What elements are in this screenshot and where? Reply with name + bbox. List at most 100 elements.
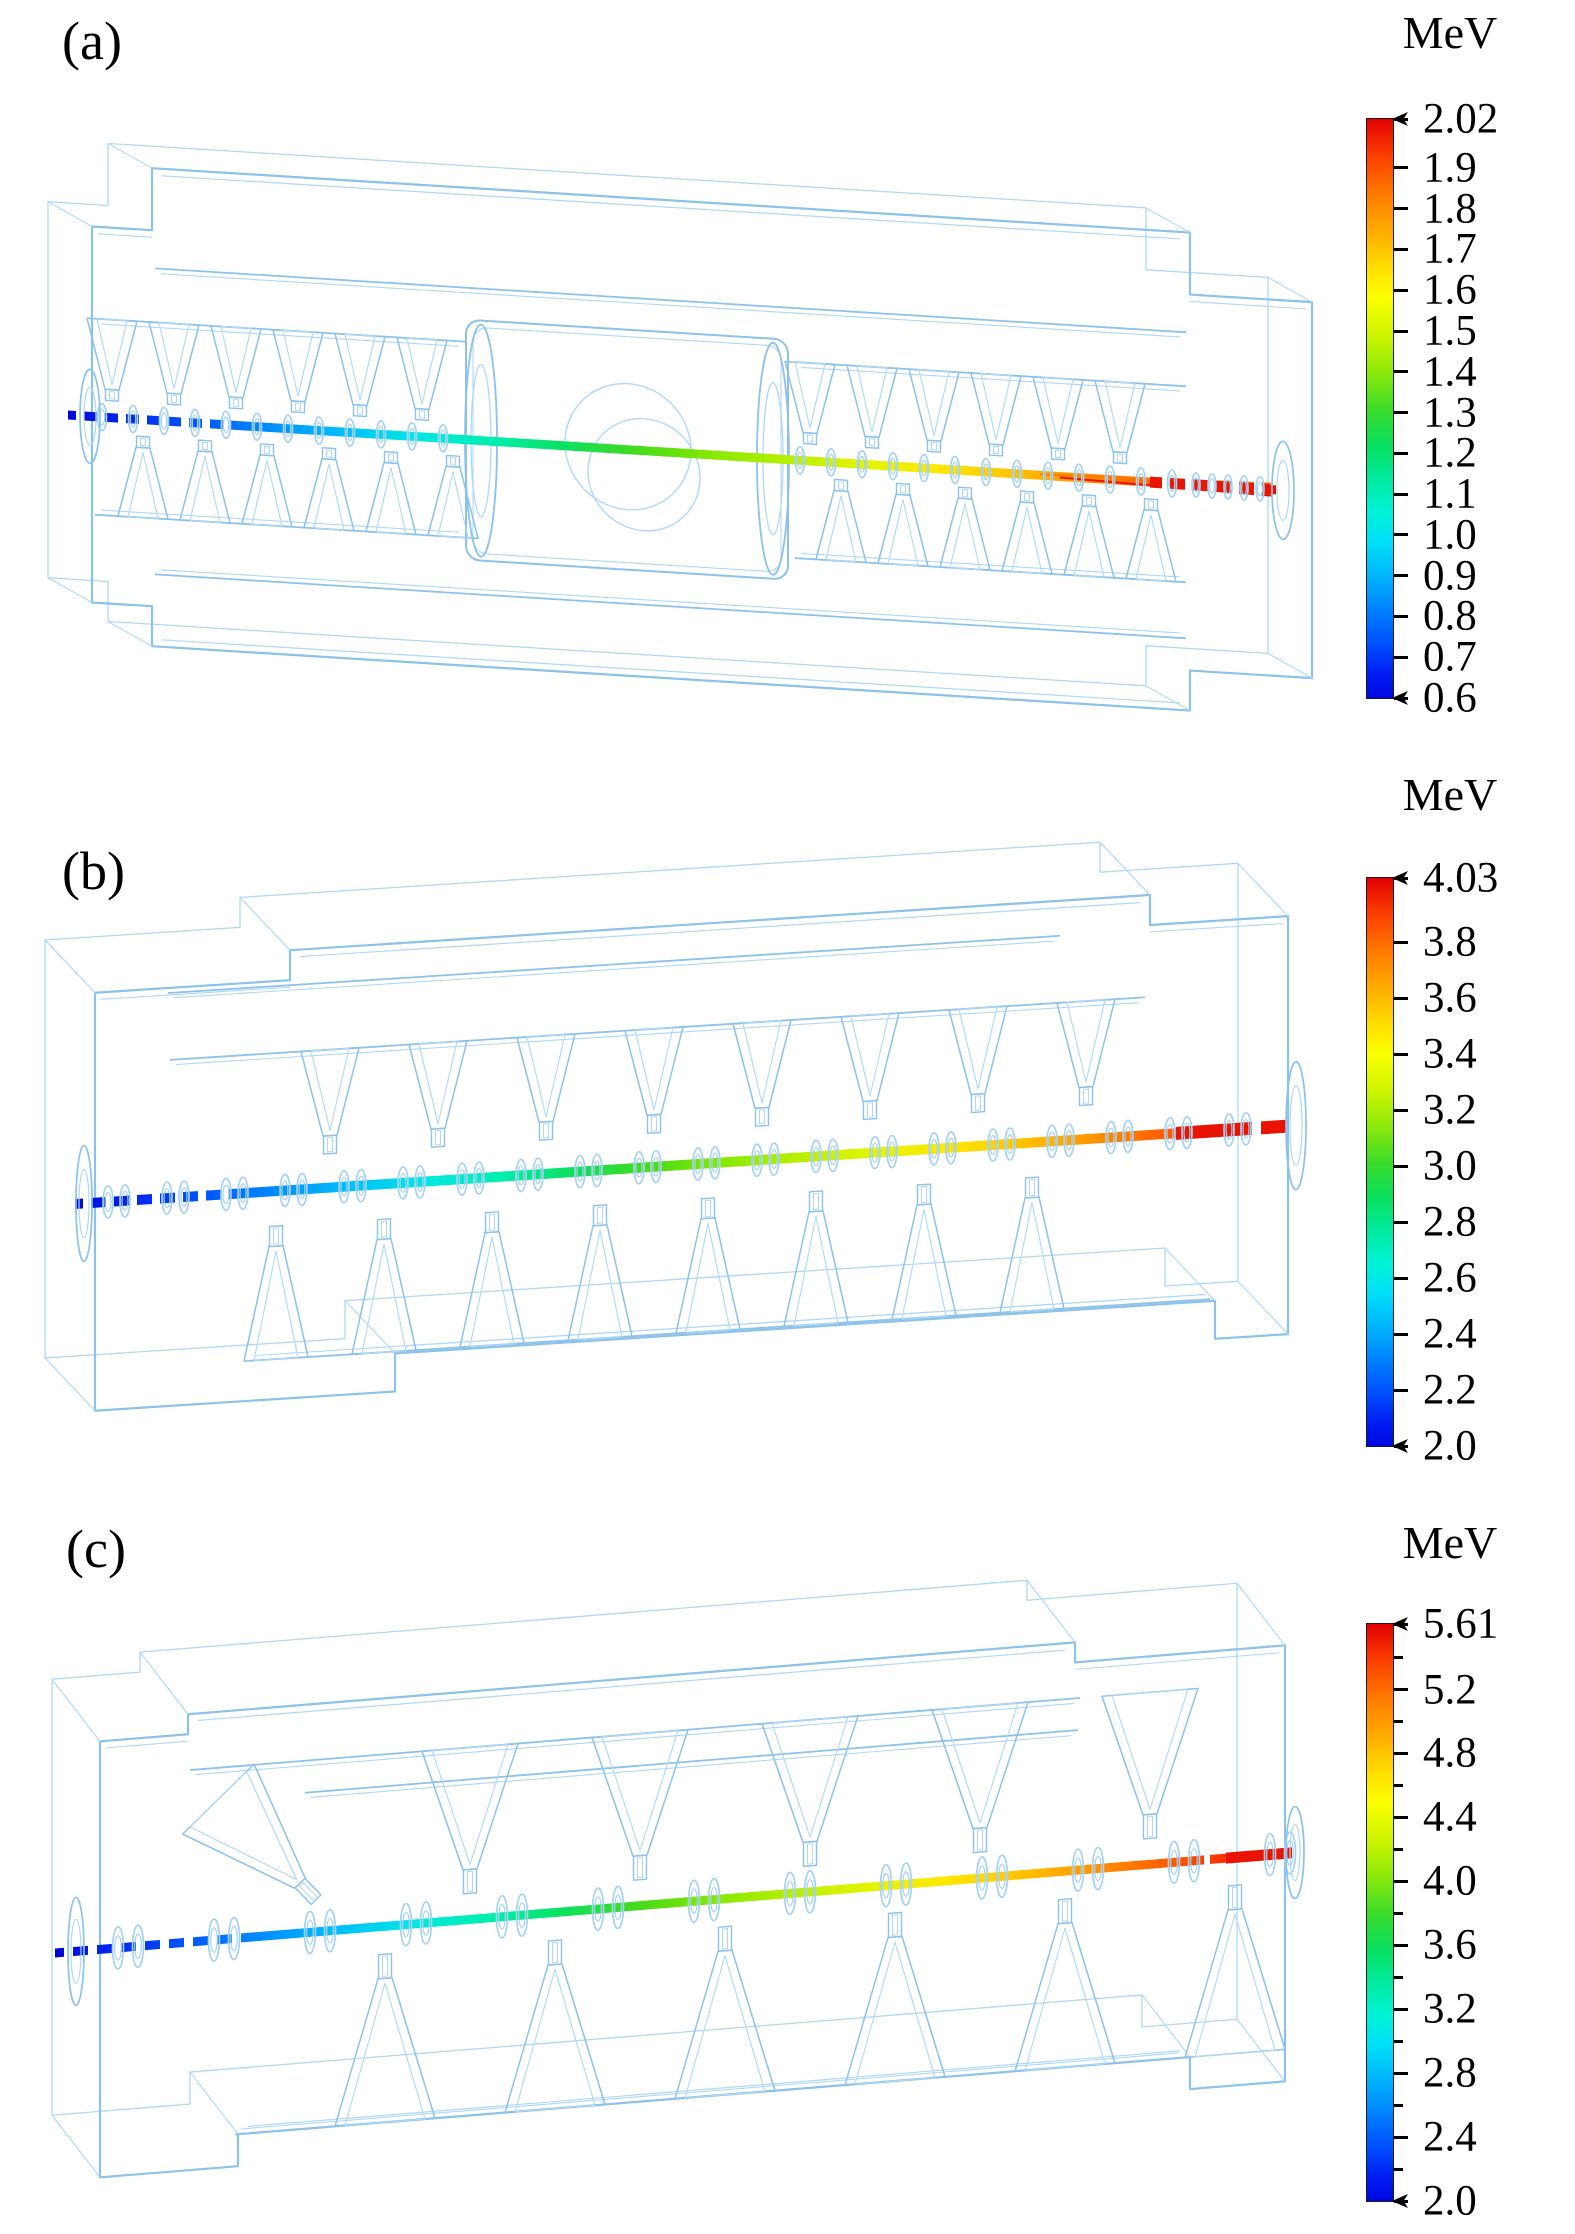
colorbar-b-tick-label: 2.2 — [1423, 1366, 1477, 1414]
colorbar-b-tick-label: 2.4 — [1423, 1310, 1477, 1358]
colorbar-c-minor-tick — [1394, 2039, 1403, 2043]
colorbar-a-major-tick — [1394, 247, 1408, 251]
colorbar-b-tick-label: 4.03 — [1423, 854, 1499, 902]
colorbar-b: 4.03 3.8 3.6 3.4 3.2 3.0 2.8 2.6 2.4 2.2 2.0 — [1366, 857, 1498, 1468]
colorbar-c-tick-label: 2.8 — [1423, 2049, 1477, 2097]
colorbar-a: 2.02 1.9 1.8 1.7 1.6 1.5 1.4 1.3 1.2 1.1 1.0 0.9 0.8… — [1366, 98, 1498, 720]
colorbar-b-major-tick — [1394, 996, 1408, 1000]
panel-c-support-rails — [190, 1697, 1185, 2136]
colorbar-b-tick-label: 2.0 — [1423, 1422, 1477, 1470]
colorbar-c-major-tick — [1394, 2071, 1408, 2075]
colorbar-b-major-tick — [1394, 1332, 1408, 1336]
panel-a-beam-irises — [96, 402, 1265, 502]
colorbar-a-major-tick — [1394, 166, 1408, 170]
colorbar-c-major-tick — [1394, 1879, 1408, 1883]
colorbar-b-major-tick — [1394, 1108, 1408, 1112]
colorbar-b-tick-label: 2.6 — [1423, 1254, 1477, 1302]
colorbar-c-minor-tick — [1394, 1719, 1403, 1723]
colorbar-a-tick-label: 0.9 — [1423, 552, 1477, 600]
colorbar-a-major-tick — [1394, 411, 1408, 415]
colorbar-b-tick-label: 3.6 — [1423, 974, 1477, 1022]
panel-b-label: (b) — [62, 841, 125, 901]
colorbar-c-unit-label: MeV — [1402, 1517, 1498, 1568]
colorbar-c-tick-label: 3.6 — [1423, 1921, 1477, 1969]
panel-c-support-cones — [181, 1687, 1286, 2128]
colorbar-c-minor-tick — [1394, 2103, 1403, 2107]
colorbar-c-major-tick — [1394, 1943, 1408, 1947]
colorbar-b-major-tick — [1394, 1276, 1408, 1280]
colorbar-b-tick-label: 3.2 — [1423, 1086, 1477, 1134]
panel-b-vacuum-box — [44, 841, 1290, 1412]
colorbar-c-tick-label: 2.0 — [1423, 2177, 1477, 2225]
colorbar-a-major-tick — [1394, 533, 1408, 537]
colorbar-c-major-tick — [1394, 1688, 1408, 1692]
panel-a-vacuum-box — [47, 142, 1314, 712]
panel-c-structure — [51, 1579, 1305, 2179]
colorbar-a-tick-label: 1.8 — [1423, 185, 1477, 233]
panel-c-vacuum-box — [51, 1579, 1287, 2179]
colorbar-a-tick-label: 0.7 — [1423, 633, 1477, 681]
colorbar-a-major-tick — [1394, 329, 1408, 333]
colorbar-a-major-tick — [1394, 492, 1408, 496]
panel-c-label: (c) — [66, 1519, 126, 1579]
colorbar-b-tick-label: 2.8 — [1423, 1198, 1477, 1246]
colorbar-c-minor-tick — [1394, 1783, 1403, 1787]
panel-b-particle-beam — [75, 1119, 1286, 1212]
colorbar-a-major-tick — [1394, 574, 1408, 578]
colorbar-a-tick-label: 1.2 — [1423, 429, 1477, 477]
panel-b-end-plates — [75, 1060, 1307, 1263]
colorbar-b-major-tick — [1394, 1052, 1408, 1056]
colorbar-a-tick-label: 1.9 — [1423, 144, 1477, 192]
panel-a-support-cones — [86, 317, 1177, 583]
panel-a-particle-beam — [68, 407, 1276, 497]
colorbar-c-minor-tick — [1394, 1911, 1403, 1915]
colorbar-a-tick-label: 1.3 — [1423, 389, 1477, 437]
colorbar-c-major-tick — [1394, 1751, 1408, 1755]
colorbar-c-major-tick — [1394, 2135, 1408, 2139]
colorbar-a-tick-label: 1.4 — [1423, 348, 1477, 396]
colorbar-c-tick-label: 2.4 — [1423, 2113, 1477, 2161]
colorbar-c-minor-tick — [1394, 1975, 1403, 1979]
colorbar-c-tick-label: 5.2 — [1423, 1666, 1477, 1714]
colorbar-c-tick-label: 4.0 — [1423, 1857, 1477, 1905]
colorbar-c-minor-tick — [1394, 2167, 1403, 2171]
colorbar-a-major-tick — [1394, 451, 1408, 455]
colorbar-b-tick-label: 3.4 — [1423, 1030, 1477, 1078]
panel-c-end-plates — [67, 1805, 1305, 2007]
colorbar-a-tick-label: 0.6 — [1423, 674, 1477, 722]
colorbar-b-major-tick — [1394, 940, 1408, 944]
colorbar-a-tick-label: 1.5 — [1423, 307, 1477, 355]
colorbar-c-major-tick — [1394, 1815, 1408, 1819]
colorbar-a-tick-label: 0.8 — [1423, 592, 1477, 640]
colorbar-a-tick-label: 2.02 — [1423, 95, 1499, 143]
colorbar-a-major-tick — [1394, 655, 1408, 659]
panel-b-structure — [44, 841, 1307, 1412]
colorbar-a-major-tick — [1394, 288, 1408, 292]
panel-b-support-cones — [243, 998, 1116, 1362]
colorbar-c: 5.61 5.2 4.8 4.4 4.0 3.6 3.2 2.8 2.4 2.0 — [1366, 1603, 1498, 2223]
colorbar-a-major-tick — [1394, 370, 1408, 374]
colorbar-c-tick-label: 4.4 — [1423, 1793, 1477, 1841]
colorbar-c-minor-tick — [1394, 1847, 1403, 1851]
panel-b-beam-irises — [102, 1111, 1252, 1219]
colorbar-a-major-tick — [1394, 207, 1408, 211]
colorbar-a-unit-label: MeV — [1402, 7, 1498, 58]
colorbar-a-tick-label: 1.7 — [1423, 225, 1477, 273]
colorbar-a-tick-label: 1.6 — [1423, 266, 1477, 314]
colorbar-b-major-tick — [1394, 1388, 1408, 1392]
colorbar-a-major-tick — [1394, 614, 1408, 618]
colorbar-b-major-tick — [1394, 1164, 1408, 1168]
colorbar-b-unit-label: MeV — [1402, 769, 1498, 820]
colorbar-c-tick-label: 5.61 — [1423, 1600, 1499, 1648]
colorbar-b-major-tick — [1394, 1220, 1408, 1224]
colorbar-c-minor-tick — [1394, 1656, 1403, 1660]
colorbar-a-tick-label: 1.0 — [1423, 511, 1477, 559]
panel-a-label: (a) — [62, 11, 122, 71]
panel-c-beam-irises — [111, 1831, 1297, 1970]
colorbar-b-tick-label: 3.0 — [1423, 1142, 1477, 1190]
colorbar-c-tick-label: 3.2 — [1423, 1985, 1477, 2033]
panel-a-end-plates — [79, 368, 1295, 541]
colorbar-c-major-tick — [1394, 2007, 1408, 2011]
panel-a-structure — [47, 142, 1314, 712]
